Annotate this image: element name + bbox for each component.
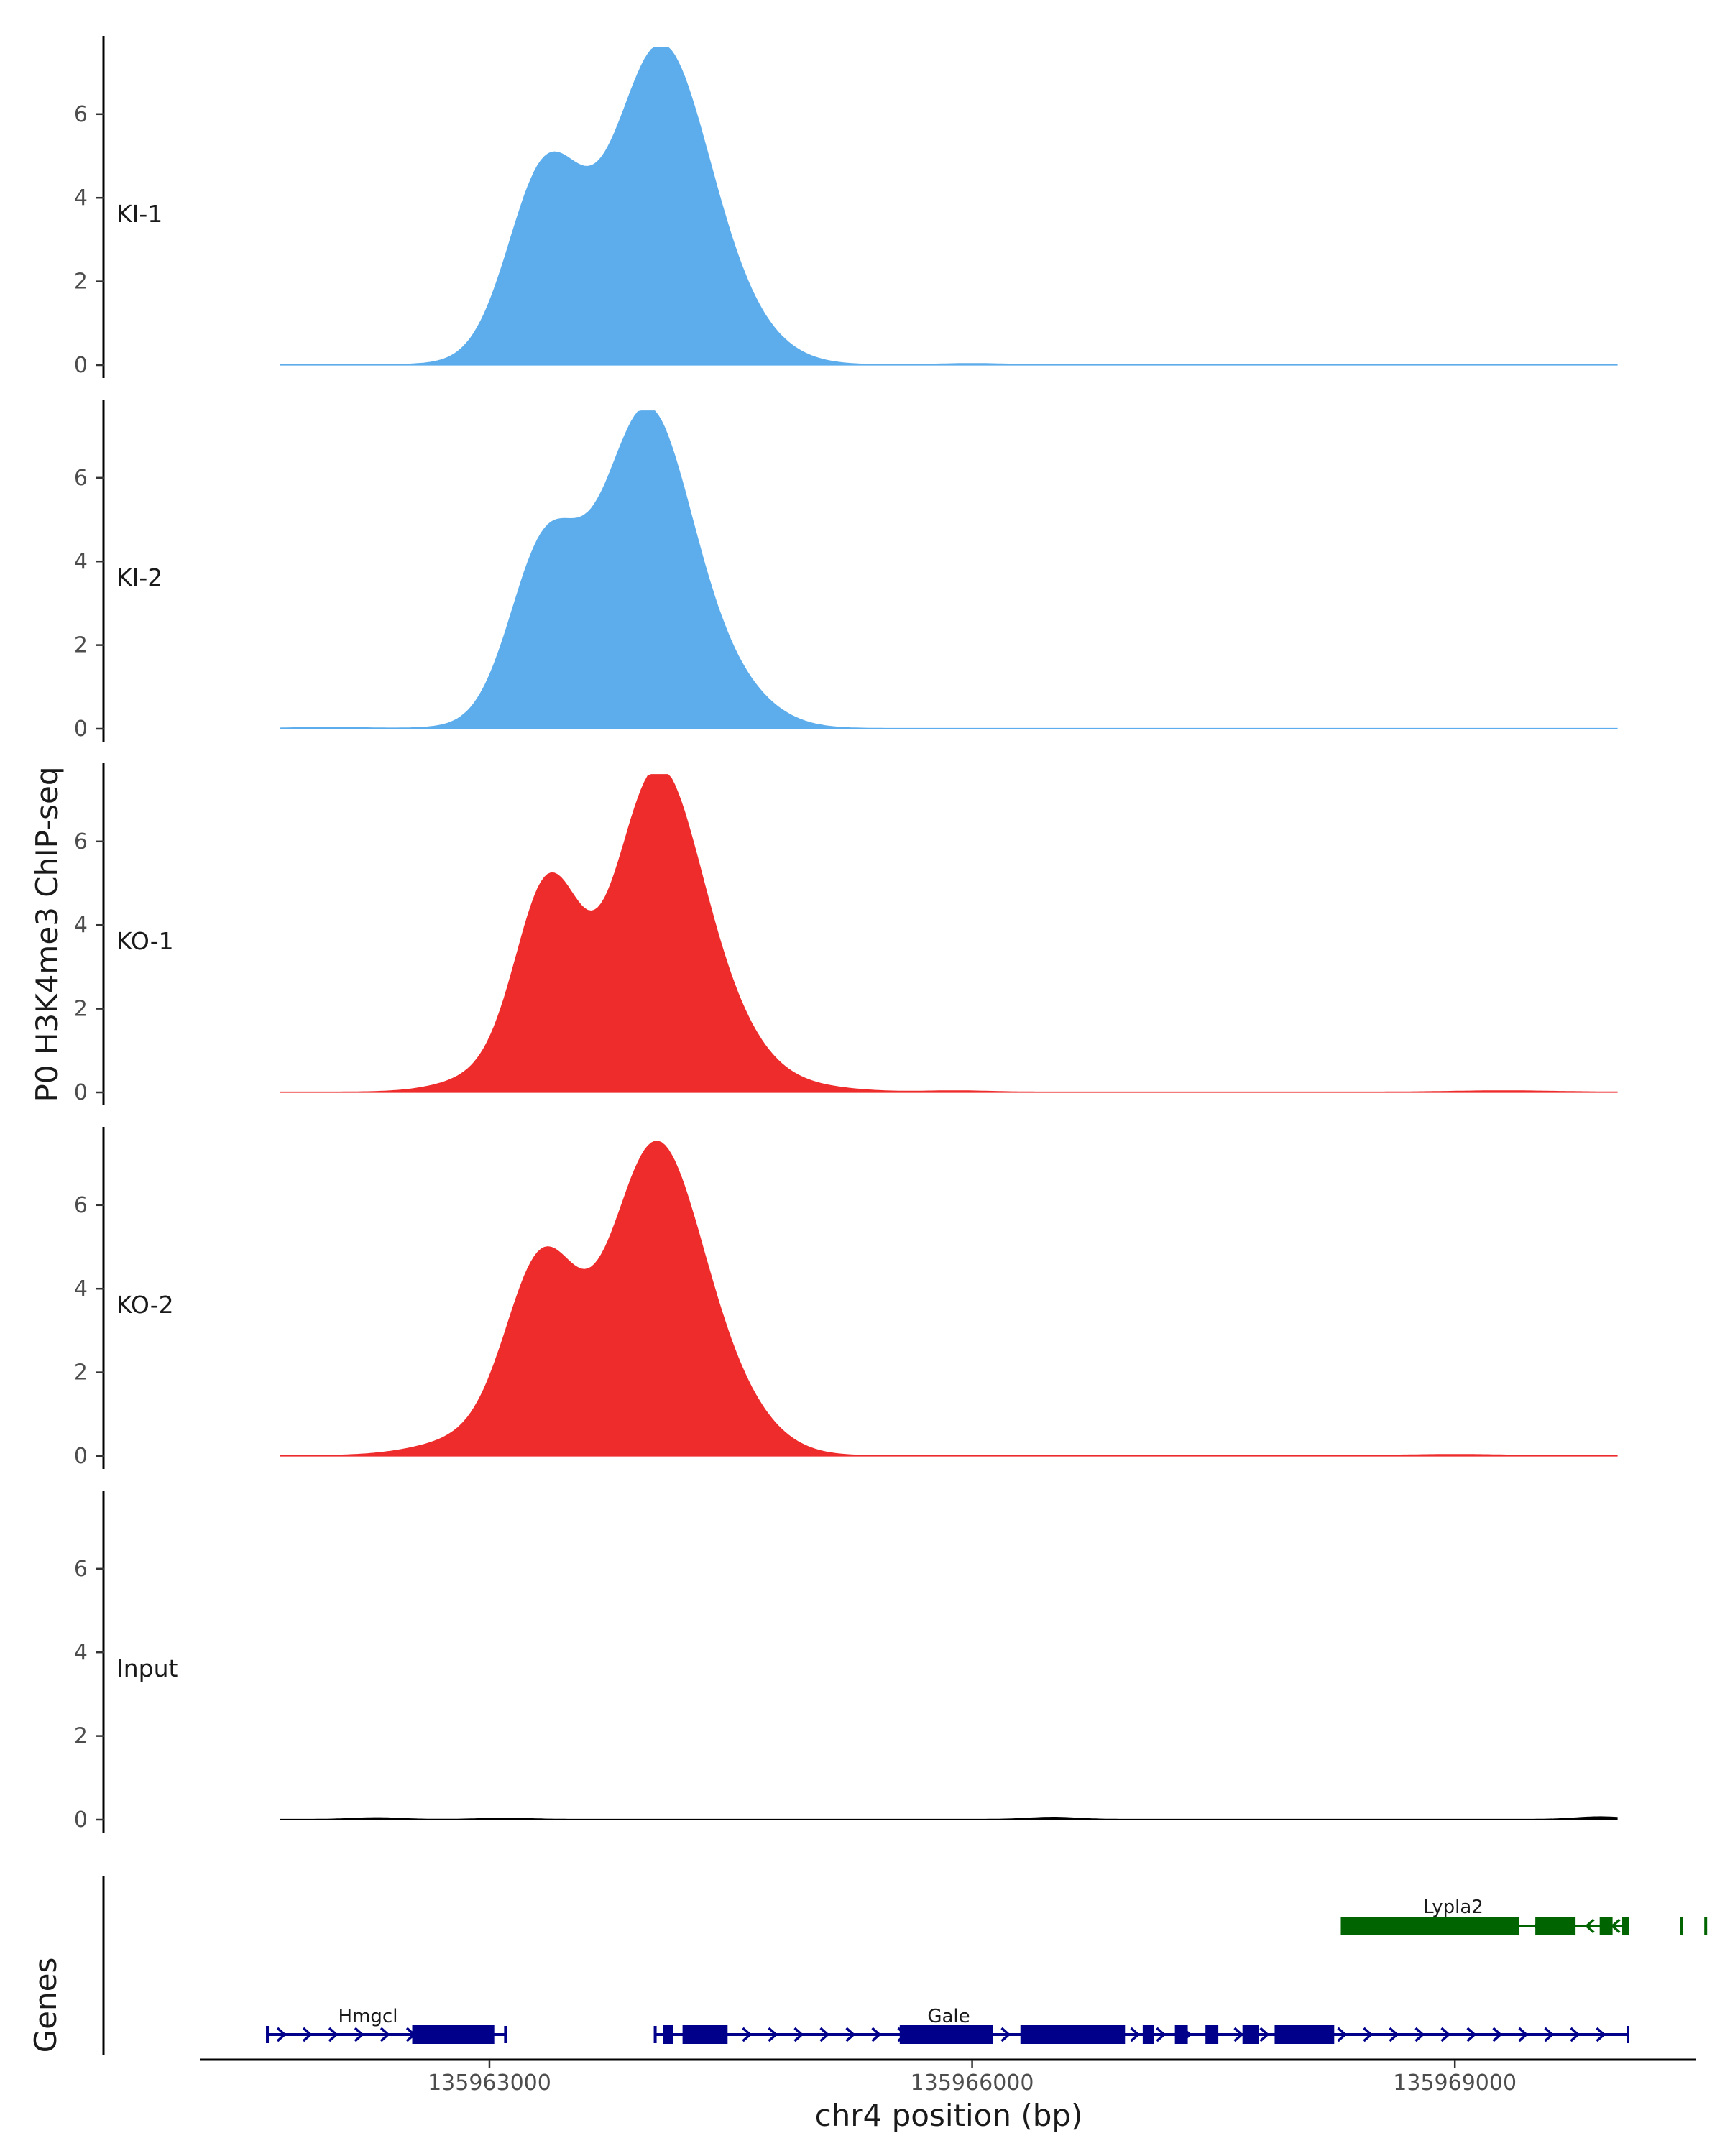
strand-arrow bbox=[1544, 2027, 1555, 2042]
track-input: 0 2 4 6 Input bbox=[74, 1491, 1618, 1833]
y-tick-label: 6 bbox=[74, 829, 88, 854]
gene-exon bbox=[682, 2025, 728, 2044]
strand-arrow bbox=[302, 2027, 313, 2042]
y-tick-label: 2 bbox=[74, 270, 88, 295]
strand-arrow bbox=[871, 2027, 882, 2042]
track-ko-1: 0 2 4 6 KO-1 bbox=[74, 763, 1618, 1105]
strand-arrow bbox=[845, 2027, 856, 2042]
strand-arrow bbox=[380, 2027, 390, 2042]
y-tick-label: 2 bbox=[74, 997, 88, 1022]
y-tick-label: 0 bbox=[74, 1807, 88, 1833]
strand-arrow bbox=[1233, 2027, 1244, 2042]
strand-arrow bbox=[794, 2027, 804, 2042]
gene-exon bbox=[663, 2025, 673, 2044]
gene-label-gale: Gale bbox=[927, 2006, 970, 2027]
gene-exon bbox=[1342, 1917, 1519, 1935]
gene-exon bbox=[1622, 1917, 1628, 1935]
track-label-ko-2: KO-2 bbox=[116, 1291, 174, 1319]
strand-arrow bbox=[819, 2027, 830, 2042]
strand-arrow bbox=[1596, 2027, 1606, 2042]
signal-area-ki-1 bbox=[280, 47, 1618, 366]
gene-exon bbox=[1142, 2025, 1154, 2044]
genes-layer: Hmgcl Gale Lypla2 bbox=[102, 1876, 1708, 2055]
strand-arrow bbox=[1570, 2027, 1581, 2042]
strand-arrow bbox=[1584, 1918, 1595, 1934]
gene-lypla2 bbox=[1340, 1917, 1708, 1935]
strand-arrow bbox=[1466, 2027, 1477, 2042]
signal-area-ki-2 bbox=[280, 410, 1618, 729]
track-label-input: Input bbox=[116, 1654, 178, 1682]
strand-arrow bbox=[1518, 2027, 1529, 2042]
genes-axis-title: Genes bbox=[28, 1958, 63, 2053]
y-tick-label: 2 bbox=[74, 1724, 88, 1749]
signal-area-ko-1 bbox=[280, 774, 1618, 1093]
gene-exon bbox=[412, 2025, 494, 2044]
y-tick-label: 2 bbox=[74, 1360, 88, 1386]
strand-arrow bbox=[328, 2027, 339, 2042]
y-tick-label: 0 bbox=[74, 1444, 88, 1469]
y-axis-title: P0 H3K4me3 ChIP-seq bbox=[29, 766, 65, 1102]
track-label-ki-2: KI-2 bbox=[116, 563, 162, 591]
strand-arrow bbox=[1337, 2027, 1348, 2042]
y-tick-label: 0 bbox=[74, 717, 88, 742]
gene-exon bbox=[1680, 1917, 1683, 1935]
gene-exon bbox=[899, 2025, 948, 2044]
y-tick-label: 6 bbox=[74, 466, 88, 491]
strand-arrow bbox=[1492, 2027, 1503, 2042]
gene-exon bbox=[1205, 2025, 1219, 2044]
y-tick-label: 2 bbox=[74, 633, 88, 658]
signal-area-input bbox=[280, 1816, 1618, 1820]
track-label-ki-1: KI-1 bbox=[116, 200, 162, 228]
gene-label-lypla2: Lypla2 bbox=[1423, 1897, 1484, 1918]
track-ki-2: 0 2 4 6 KI-2 bbox=[74, 400, 1618, 742]
gene-exon bbox=[1535, 1917, 1576, 1935]
y-tick-label: 4 bbox=[74, 549, 88, 574]
x-axis: 135963000 135966000 135969000 bbox=[200, 2058, 1696, 2096]
gene-exon bbox=[1599, 1917, 1613, 1935]
gene-label-hmgcl: Hmgcl bbox=[339, 2006, 398, 2027]
x-tick-label: 135969000 bbox=[1393, 2070, 1517, 2096]
y-tick-label: 0 bbox=[74, 353, 88, 378]
track-ki-1: 0 2 4 6 KI-1 bbox=[74, 36, 1618, 378]
y-tick-label: 0 bbox=[74, 1080, 88, 1105]
y-tick-label: 6 bbox=[74, 1193, 88, 1218]
x-tick-label: 135966000 bbox=[911, 2070, 1034, 2096]
gene-exon bbox=[1274, 2025, 1335, 2044]
tracks-layer: 0 2 4 6 KI-1 0 2 4 6 KI-2 0 2 4 6 KO-1 0 2 4 6 KO-2 0 2 4 6 Inpu… bbox=[74, 36, 1618, 1833]
gene-exon bbox=[1174, 2025, 1188, 2044]
x-axis-title: chr4 position (bp) bbox=[815, 2098, 1083, 2133]
y-tick-label: 4 bbox=[74, 913, 88, 938]
strand-arrow bbox=[768, 2027, 778, 2042]
strand-arrow bbox=[1000, 2027, 1011, 2042]
gene-hmgcl bbox=[266, 2025, 507, 2044]
strand-arrow bbox=[742, 2027, 753, 2042]
signal-area-ko-2 bbox=[280, 1141, 1618, 1457]
x-tick-label: 135963000 bbox=[428, 2070, 551, 2096]
strand-arrow bbox=[276, 2027, 287, 2042]
gene-exon bbox=[1704, 1917, 1708, 1935]
gene-exon bbox=[1242, 2025, 1259, 2044]
strand-arrow bbox=[1156, 2027, 1167, 2042]
y-tick-label: 6 bbox=[74, 1557, 88, 1582]
strand-arrow bbox=[354, 2027, 364, 2042]
gene-exon bbox=[948, 2025, 980, 2044]
y-tick-label: 4 bbox=[74, 1640, 88, 1665]
gene-exon bbox=[1020, 2025, 1126, 2044]
strand-arrow bbox=[1259, 2027, 1270, 2042]
strand-arrow bbox=[1440, 2027, 1451, 2042]
y-tick-label: 4 bbox=[74, 185, 88, 211]
strand-arrow bbox=[1389, 2027, 1399, 2042]
track-ko-2: 0 2 4 6 KO-2 bbox=[74, 1127, 1618, 1469]
strand-arrow bbox=[1414, 2027, 1425, 2042]
y-tick-label: 6 bbox=[74, 102, 88, 127]
gene-exon bbox=[977, 2025, 993, 2044]
strand-arrow bbox=[1363, 2027, 1374, 2042]
y-tick-label: 4 bbox=[74, 1276, 88, 1302]
strand-arrow bbox=[1130, 2027, 1141, 2042]
track-label-ko-1: KO-1 bbox=[116, 927, 174, 955]
gene-gale bbox=[653, 2025, 1629, 2044]
